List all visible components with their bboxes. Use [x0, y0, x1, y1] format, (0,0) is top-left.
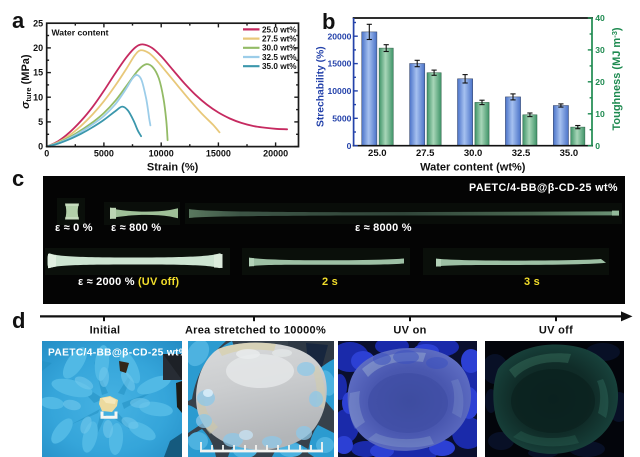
svg-text:σture (MPa): σture (MPa) [20, 54, 33, 109]
svg-text:0: 0 [44, 148, 49, 158]
svg-text:Water content: Water content [52, 28, 109, 38]
svg-text:Strain (%): Strain (%) [147, 162, 199, 174]
svg-text:20000: 20000 [327, 31, 351, 41]
svg-text:25.0: 25.0 [368, 148, 387, 159]
svg-text:Initial: Initial [90, 324, 121, 336]
svg-text:15000: 15000 [327, 59, 351, 69]
svg-text:0: 0 [38, 142, 43, 152]
svg-text:30: 30 [595, 45, 605, 55]
svg-text:30.0: 30.0 [464, 148, 483, 159]
svg-text:20: 20 [33, 43, 43, 53]
svg-text:UV off: UV off [539, 324, 573, 336]
svg-text:10000: 10000 [327, 86, 351, 96]
svg-text:25: 25 [33, 18, 43, 28]
svg-text:Water content (wt%): Water content (wt%) [420, 162, 526, 174]
svg-text:20: 20 [595, 77, 605, 87]
svg-text:0: 0 [347, 141, 352, 151]
svg-text:Toughness (MJ m-3): Toughness (MJ m-3) [610, 27, 623, 130]
svg-text:40: 40 [595, 13, 605, 23]
svg-text:27.5 wt%: 27.5 wt% [262, 35, 297, 44]
svg-text:Strechability (%): Strechability (%) [316, 46, 327, 127]
svg-text:0: 0 [595, 141, 600, 151]
svg-text:5000: 5000 [94, 148, 114, 158]
svg-text:15000: 15000 [206, 148, 231, 158]
svg-text:PAETC/4-BB@β-CD-25 wt%: PAETC/4-BB@β-CD-25 wt% [48, 348, 182, 359]
svg-text:20000: 20000 [263, 148, 288, 158]
svg-text:30.0 wt%: 30.0 wt% [262, 44, 297, 53]
svg-text:35.0 wt%: 35.0 wt% [262, 62, 297, 71]
svg-text:10: 10 [33, 92, 43, 102]
svg-text:15: 15 [33, 68, 43, 78]
svg-text:5000: 5000 [332, 113, 351, 123]
svg-text:UV on: UV on [393, 324, 426, 336]
svg-text:35.0: 35.0 [560, 148, 579, 159]
svg-text:10: 10 [595, 109, 605, 119]
svg-text:32.5 wt%: 32.5 wt% [262, 53, 297, 62]
svg-text:27.5: 27.5 [416, 148, 435, 159]
svg-text:Area stretched to 10000%: Area stretched to 10000% [185, 324, 326, 336]
svg-text:5: 5 [38, 117, 43, 127]
svg-text:10000: 10000 [149, 148, 174, 158]
svg-text:25.0 wt%: 25.0 wt% [262, 25, 297, 34]
svg-text:32.5: 32.5 [512, 148, 531, 159]
